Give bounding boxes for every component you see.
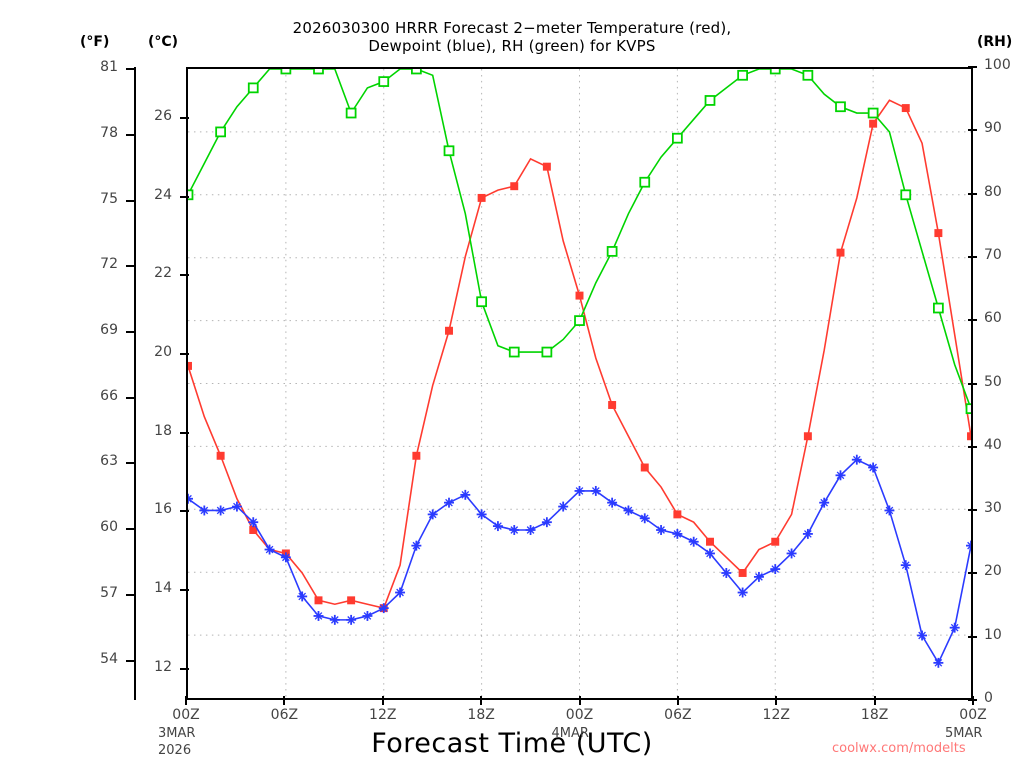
rh-tick xyxy=(968,382,977,385)
x-axis-title: Forecast Time (UTC) xyxy=(371,728,653,759)
date-label: 5MAR xyxy=(945,726,983,741)
celsius-tick xyxy=(180,274,189,277)
chart-title-line-2: Dewpoint (blue), RH (green) for KVPS xyxy=(368,37,656,55)
rh-tick-label: 10 xyxy=(984,626,1002,643)
celsius-tick-label: 24 xyxy=(154,186,172,203)
rh-tick xyxy=(968,509,977,512)
fahrenheit-tick-label: 63 xyxy=(100,453,118,470)
celsius-tick-label: 20 xyxy=(154,344,172,360)
rh-tick xyxy=(968,66,977,68)
time-tick-label: 00Z xyxy=(565,707,594,723)
time-tick-label: 00Z xyxy=(959,707,987,723)
fahrenheit-tick-label: 69 xyxy=(100,322,118,339)
celsius-tick-label: 18 xyxy=(154,422,172,439)
time-tick xyxy=(775,696,778,705)
date-label: 2026 xyxy=(158,743,192,758)
rh-tick-label: 60 xyxy=(984,310,1002,327)
celsius-tick xyxy=(180,353,189,355)
fahrenheit-tick xyxy=(126,593,135,596)
celsius-tick-label: 22 xyxy=(154,265,172,282)
fahrenheit-tick-label: 60 xyxy=(100,519,118,536)
chart-title-line-1: 2026030300 HRRR Forecast 2−meter Tempera… xyxy=(292,19,732,37)
celsius-tick xyxy=(180,195,189,198)
celsius-tick-label: 14 xyxy=(154,579,172,596)
time-tick-label: 00Z xyxy=(172,707,200,723)
celsius-tick-label: 16 xyxy=(154,501,172,518)
rh-tick-label: 80 xyxy=(984,183,1002,200)
time-tick xyxy=(283,696,286,705)
rh-tick xyxy=(968,635,977,638)
rh-tick-label: 0 xyxy=(984,690,993,706)
rh-tick-label: 50 xyxy=(984,373,1002,390)
fahrenheit-tick-label: 75 xyxy=(100,190,118,207)
date-label: 3MAR xyxy=(158,726,196,741)
rh-tick xyxy=(968,445,977,448)
rh-tick xyxy=(968,192,977,195)
fahrenheit-tick xyxy=(126,528,135,531)
rh-tick xyxy=(968,319,977,322)
fahrenheit-tick xyxy=(126,331,135,334)
fahrenheit-tick-label: 54 xyxy=(100,650,118,667)
time-tick xyxy=(873,696,876,705)
date-label: 4MAR xyxy=(551,726,589,741)
fahrenheit-tick xyxy=(126,133,135,136)
time-tick-label: 18Z xyxy=(860,707,889,723)
time-tick-label: 06Z xyxy=(664,707,692,723)
series-dewpoint xyxy=(188,454,971,668)
celsius-tick-label: 12 xyxy=(154,658,172,675)
rh-tick-label: 40 xyxy=(984,436,1002,453)
time-tick xyxy=(972,696,974,705)
chart-plot-area xyxy=(186,67,973,700)
time-tick-label: 18Z xyxy=(467,707,495,723)
chart-series-layer xyxy=(188,69,971,668)
fahrenheit-tick xyxy=(126,265,135,268)
rh-tick-label: 90 xyxy=(984,120,1002,137)
celsius-tick xyxy=(180,667,189,670)
rh-tick xyxy=(968,572,977,575)
rh-tick xyxy=(968,255,977,258)
axis-unit-fahrenheit: (°F) xyxy=(80,34,110,50)
rh-tick-label: 70 xyxy=(984,246,1002,263)
fahrenheit-tick xyxy=(126,68,135,71)
time-tick xyxy=(578,696,581,705)
time-tick xyxy=(381,696,384,705)
fahrenheit-tick xyxy=(126,199,135,202)
fahrenheit-tick-label: 72 xyxy=(100,256,118,273)
fahrenheit-tick xyxy=(126,659,135,662)
celsius-tick xyxy=(180,510,189,513)
axis-unit-rh: (RH) xyxy=(977,34,1013,50)
watermark: coolwx.com/modelts xyxy=(832,741,966,756)
rh-tick xyxy=(968,129,977,132)
celsius-tick xyxy=(180,588,189,591)
celsius-tick xyxy=(180,431,189,434)
time-tick xyxy=(676,696,679,705)
fahrenheit-axis-line xyxy=(134,67,136,700)
fahrenheit-tick-label: 78 xyxy=(100,124,118,141)
series-rh xyxy=(188,69,971,415)
time-tick-label: 12Z xyxy=(762,707,790,723)
time-tick-label: 06Z xyxy=(270,707,299,723)
rh-tick-label: 100 xyxy=(984,57,1011,73)
axis-unit-celsius: (°C) xyxy=(148,34,179,50)
time-tick-label: 12Z xyxy=(369,707,397,723)
fahrenheit-tick xyxy=(126,462,135,465)
rh-tick-label: 30 xyxy=(984,500,1002,517)
rh-tick-label: 20 xyxy=(984,563,1002,580)
time-tick xyxy=(480,696,483,705)
fahrenheit-tick-label: 66 xyxy=(100,387,118,404)
fahrenheit-tick xyxy=(126,396,135,399)
fahrenheit-tick-label: 57 xyxy=(100,584,118,601)
fahrenheit-tick-label: 81 xyxy=(100,59,118,76)
celsius-tick xyxy=(180,117,189,120)
celsius-tick-label: 26 xyxy=(154,108,172,125)
time-tick xyxy=(185,696,187,705)
series-temperature xyxy=(188,99,971,613)
